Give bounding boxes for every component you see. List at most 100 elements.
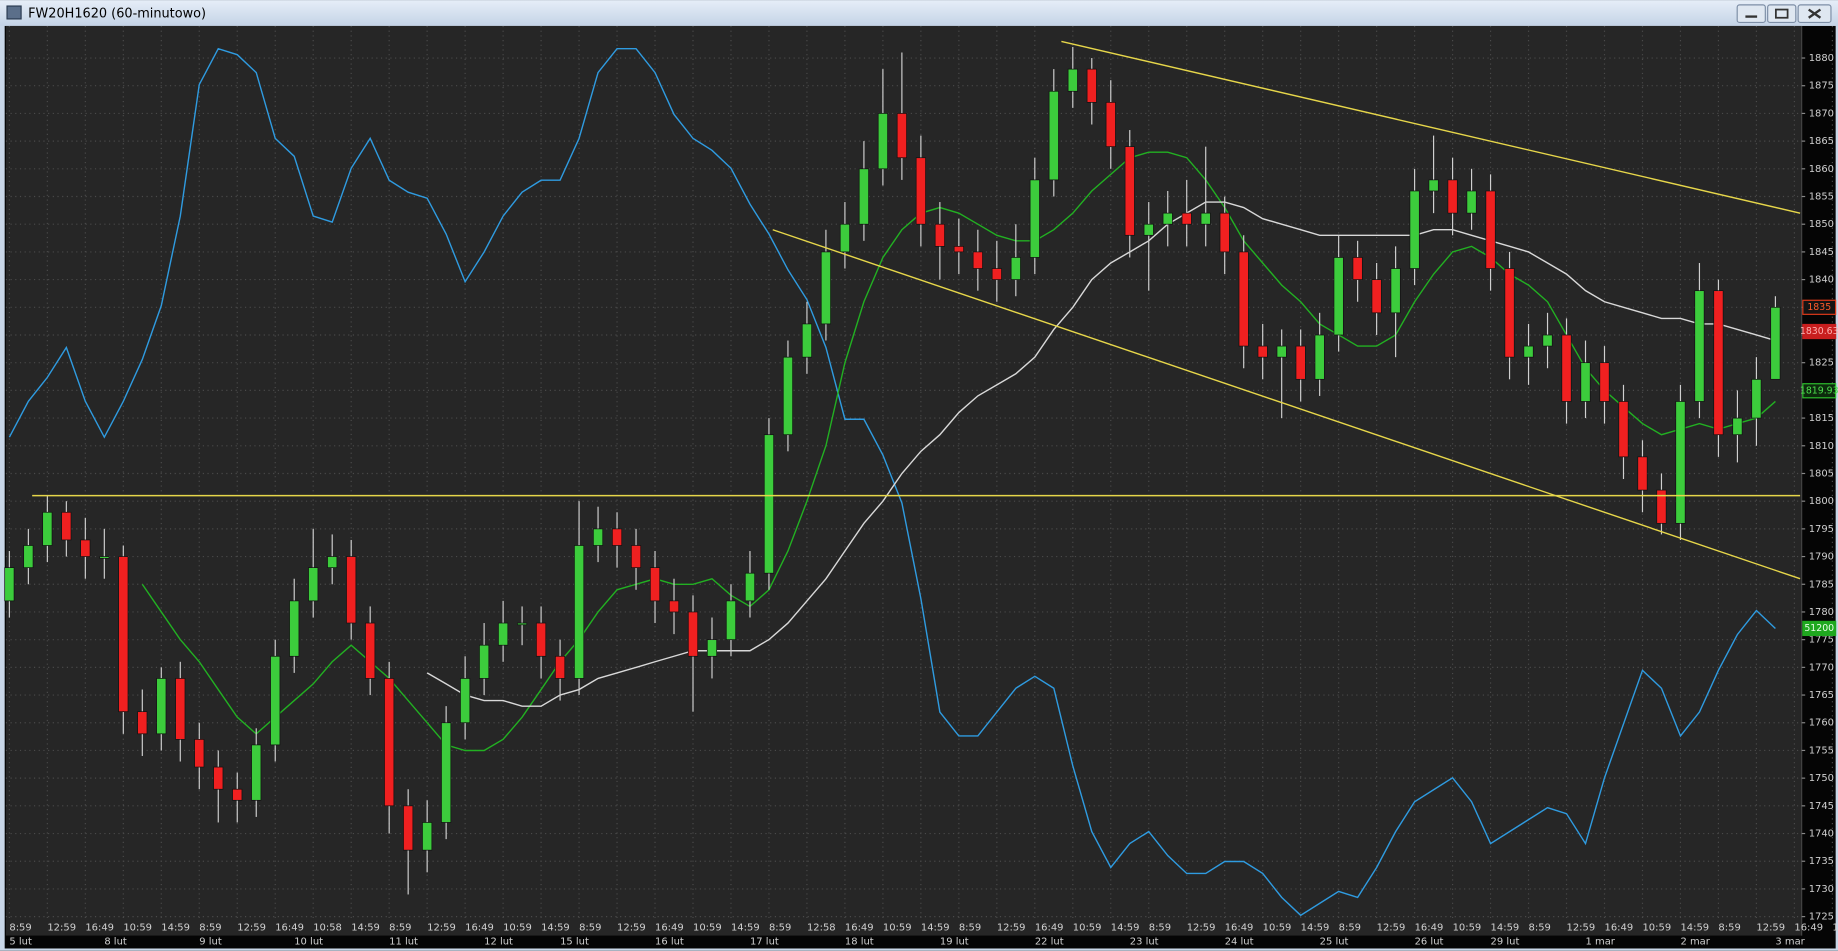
candle-body bbox=[308, 567, 319, 602]
y-tick-label: 1825 bbox=[1809, 358, 1834, 369]
x-tick-label: 8:59 bbox=[769, 922, 791, 933]
date-label: 22 lut bbox=[1035, 936, 1064, 947]
y-tick-label: 1725 bbox=[1809, 912, 1834, 923]
price-tag-label: 1830.63 bbox=[1800, 326, 1838, 337]
date-label: 5 lut bbox=[9, 936, 32, 947]
candle-body bbox=[1618, 401, 1629, 458]
candle-body bbox=[1029, 179, 1040, 258]
axes: 1725 1730 1735 1740 1745 1750 1755 1760 1765 1770… bbox=[9, 53, 1838, 947]
candle-body bbox=[858, 168, 869, 225]
y-tick-label: 1785 bbox=[1809, 579, 1834, 590]
date-label: 1 mar bbox=[1586, 936, 1616, 947]
candle-body bbox=[137, 711, 148, 735]
x-tick-label: 8:59 bbox=[389, 922, 411, 933]
candle-body bbox=[99, 556, 110, 559]
date-label: 18 lut bbox=[845, 936, 874, 947]
candle-body bbox=[1580, 362, 1591, 402]
y-tick-label: 1790 bbox=[1809, 552, 1834, 563]
x-tick-label: 12:59 bbox=[237, 922, 266, 933]
plot-area bbox=[5, 25, 1802, 936]
candle-body bbox=[1561, 334, 1572, 402]
candle-body bbox=[1485, 190, 1496, 269]
candle-body bbox=[1086, 68, 1097, 103]
window-icon bbox=[6, 5, 22, 20]
x-tick-label: 16:49 bbox=[845, 922, 874, 933]
x-tick-label: 10:59 bbox=[1263, 922, 1292, 933]
grid bbox=[5, 25, 1833, 920]
x-tick-label: 8:59 bbox=[1718, 922, 1740, 933]
x-tick-label: 12:59 bbox=[1567, 922, 1596, 933]
candle-body bbox=[1238, 251, 1249, 347]
date-label: 16 lut bbox=[655, 936, 684, 947]
candle-body bbox=[574, 545, 585, 679]
minimize-button[interactable] bbox=[1736, 4, 1766, 24]
date-label: 26 lut bbox=[1415, 936, 1444, 947]
x-tick-label: 8:59 bbox=[579, 922, 601, 933]
candle-body bbox=[251, 744, 262, 801]
x-tick-label: 16:49 bbox=[85, 922, 114, 933]
y-tick-label: 1760 bbox=[1809, 718, 1834, 729]
candle-body bbox=[1257, 345, 1268, 358]
candle-body bbox=[1181, 212, 1192, 225]
candle-body bbox=[1143, 223, 1154, 236]
date-label: 15 lut bbox=[560, 936, 589, 947]
candle-body bbox=[1390, 268, 1401, 314]
candle-body bbox=[365, 622, 376, 679]
candle-body bbox=[42, 511, 53, 546]
x-tick-label: 10:59 bbox=[693, 922, 722, 933]
candle-body bbox=[1732, 417, 1743, 436]
x-tick-label: 16:49 bbox=[1794, 922, 1823, 933]
candle-body bbox=[630, 545, 642, 568]
close-icon bbox=[1808, 8, 1822, 19]
x-tick-label: 14:59 bbox=[161, 922, 190, 933]
trendline bbox=[1061, 40, 1801, 214]
x-tick-label: 16:49 bbox=[275, 922, 304, 933]
indicator-line bbox=[141, 151, 1776, 752]
y-tick-label: 1870 bbox=[1809, 108, 1834, 119]
candle-body bbox=[1599, 362, 1610, 402]
y-tick-label: 1730 bbox=[1809, 884, 1834, 895]
candle-body bbox=[1447, 179, 1458, 214]
candle-body bbox=[915, 157, 926, 225]
x-tick-label: 16:49 bbox=[1225, 922, 1254, 933]
x-tick-label: 14:59 bbox=[541, 922, 570, 933]
y-tick-label: 1810 bbox=[1809, 441, 1834, 452]
candle-body bbox=[156, 678, 167, 735]
candle-body bbox=[839, 223, 850, 253]
candle-body bbox=[213, 766, 224, 790]
y-tick-label: 1750 bbox=[1809, 773, 1834, 784]
y-tick-label: 1850 bbox=[1809, 219, 1834, 230]
y-tick-label: 1860 bbox=[1809, 164, 1834, 175]
x-tick-label: 8:59 bbox=[1149, 922, 1171, 933]
candle-body bbox=[536, 622, 547, 657]
y-tick-label: 1770 bbox=[1809, 662, 1834, 673]
candle-body bbox=[991, 268, 1002, 280]
candle-body bbox=[801, 323, 812, 358]
candle-body bbox=[555, 655, 566, 679]
candle-body bbox=[1276, 345, 1287, 358]
candle-body bbox=[1504, 268, 1515, 358]
x-tick-label: 10:59 bbox=[1073, 922, 1102, 933]
x-tick-label: 8:59 bbox=[199, 922, 221, 933]
indicator-lines bbox=[8, 47, 1776, 917]
x-tick-label: 14:59 bbox=[1491, 922, 1520, 933]
x-tick-label: 10:59 bbox=[883, 922, 912, 933]
candle-body bbox=[1428, 179, 1439, 192]
restore-button[interactable] bbox=[1767, 4, 1797, 24]
x-tick-label: 12:59 bbox=[1756, 922, 1785, 933]
x-tick-label: 16:49 bbox=[465, 922, 494, 933]
candle-body bbox=[498, 622, 509, 646]
date-label: 11 lut bbox=[389, 936, 418, 947]
price-tag bbox=[1802, 620, 1837, 637]
x-tick-label: 10:59 bbox=[1642, 922, 1671, 933]
y-tick-label: 1865 bbox=[1809, 136, 1834, 147]
candle-body bbox=[403, 805, 414, 851]
candle-body bbox=[1713, 290, 1724, 436]
x-tick-label: 12:59 bbox=[617, 922, 646, 933]
y-tick-label: 1880 bbox=[1809, 53, 1834, 64]
x-tick-label: 14:59 bbox=[731, 922, 760, 933]
candle-body bbox=[289, 600, 300, 657]
candle-body bbox=[346, 556, 357, 624]
y-tick-label: 1735 bbox=[1809, 856, 1834, 867]
title-bar bbox=[0, 0, 1838, 26]
